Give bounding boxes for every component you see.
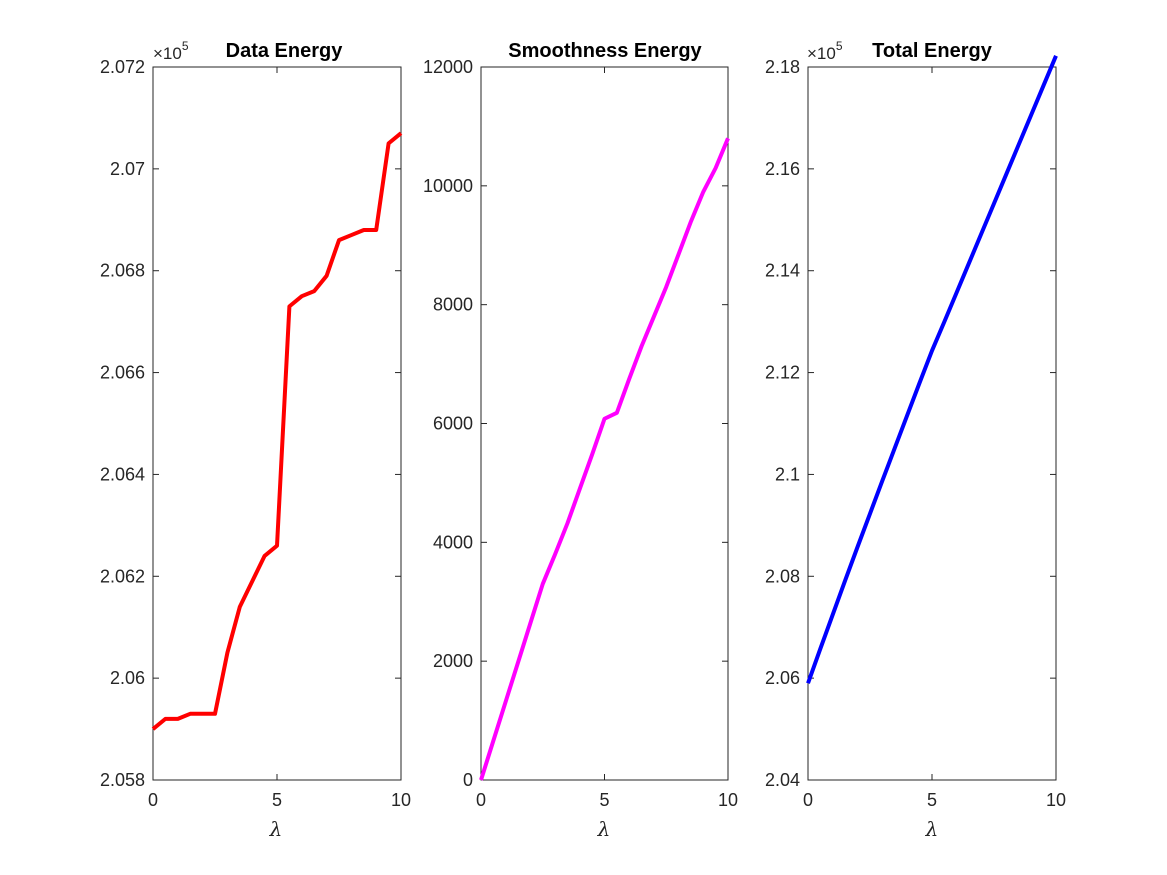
x-tick-label: 10 [1046,790,1066,810]
x-tick-label: 5 [927,790,937,810]
y-tick-label: 4000 [433,532,473,552]
y-tick-label: 2.06 [765,668,800,688]
series-line [151,131,403,731]
panel-title: Data Energy [226,40,344,62]
y-tick-label: 0 [463,770,473,790]
x-tick-label: 0 [476,790,486,810]
series-line [479,137,730,781]
panel-total-energy: Total Energy ×105 λ 2.042.062.082.12.122… [765,39,1066,841]
plot-area: 0 2000 4000 6000 8000 10000 12000 0 5 10 [423,57,738,810]
y-tick-label: 2.072 [100,57,145,77]
x-axis-label: λ [597,817,611,841]
y-tick-label: 2.04 [765,770,800,790]
x-axis-label: λ [925,817,939,841]
x-tick-label: 0 [148,790,158,810]
y-tick-label: 2.066 [100,363,145,383]
x-tick-label: 10 [391,790,411,810]
y-tick-label: 2.16 [765,159,800,179]
x-tick-label: 0 [803,790,813,810]
y-tick-label: 2.068 [100,261,145,281]
y-tick-label: 12000 [423,57,473,77]
y-tick-label: 2.1 [775,464,800,484]
x-tick-label: 5 [599,790,609,810]
y-tick-label: 2.14 [765,261,800,281]
x-tick-label: 10 [718,790,738,810]
y-tick-label: 2.08 [765,566,800,586]
y-tick-label: 2.062 [100,566,145,586]
y-tick-label: 10000 [423,176,473,196]
exponent-base: ×10 [153,44,182,63]
plot-area: 2.058 2.06 2.062 2.064 2.066 2.068 2.07 2.072 0 5… [100,57,411,810]
y-tick-label: 2.06 [110,668,145,688]
panel-smoothness-energy: Smoothness Energy λ 02000400060008000100… [423,40,738,841]
panel-title: Total Energy [872,40,993,62]
x-tick-label: 5 [272,790,282,810]
y-tick-label: 2.058 [100,770,145,790]
axis-exponent-label: ×105 [807,39,843,63]
series-line [806,55,1058,684]
x-axis-label: λ [269,817,283,841]
panel-title: Smoothness Energy [508,40,702,62]
y-tick-label: 2000 [433,651,473,671]
exponent-power: 5 [836,39,843,53]
y-tick-label: 2.18 [765,57,800,77]
exponent-base: ×10 [807,44,836,63]
axis-exponent-label: ×105 [153,39,189,63]
y-tick-label: 2.12 [765,363,800,383]
exponent-power: 5 [182,39,189,53]
y-tick-label: 2.07 [110,159,145,179]
y-tick-label: 6000 [433,414,473,434]
plot-area: 2.04 2.06 2.08 2.1 2.12 2.14 2.16 2.18 0 5 10 [765,55,1066,810]
panel-data-energy: Data Energy ×105 λ 2.0582.062.0622.0642.… [100,39,411,841]
y-tick-label: 8000 [433,295,473,315]
y-tick-label: 2.064 [100,464,145,484]
